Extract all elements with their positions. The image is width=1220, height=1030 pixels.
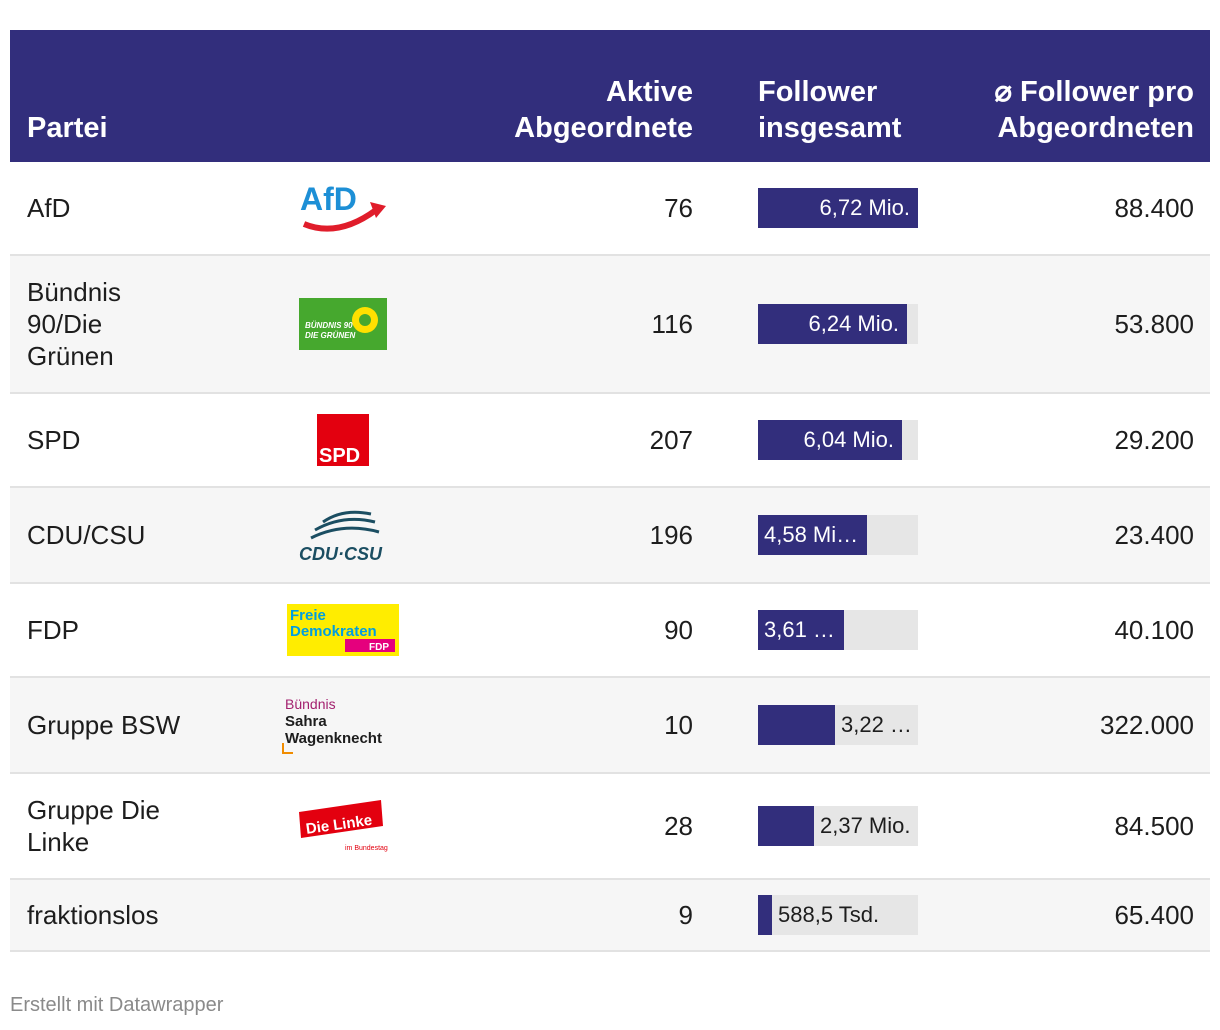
table-row: CDU/CSU CDU·CSU 196 4,58 Mi… 23.400 — [10, 488, 1210, 584]
party-name: fraktionslos — [27, 900, 159, 930]
followers-bar-track: 6,72 Mio. — [758, 188, 918, 228]
svg-text:SPD: SPD — [319, 445, 360, 466]
party-name: Gruppe Die Linke — [27, 795, 160, 857]
svg-text:im Bundestag: im Bundestag — [345, 845, 388, 852]
followers-bar-track: 6,04 Mio. — [758, 420, 918, 460]
linke-logo: Die Linke im Bundestag — [297, 798, 389, 859]
party-name: AfD — [27, 193, 71, 223]
svg-text:Bündnis: Bündnis — [285, 696, 336, 712]
svg-text:CDU·CSU: CDU·CSU — [299, 544, 383, 564]
party-name: Gruppe BSW — [27, 710, 181, 740]
active-members-value: 196 — [649, 520, 693, 550]
followers-bar — [758, 304, 907, 344]
avg-followers-value: 23.400 — [1114, 520, 1194, 550]
spd-logo: SPD — [317, 414, 369, 471]
followers-bar-track: 4,58 Mi… — [758, 515, 918, 555]
followers-bar — [758, 895, 772, 935]
afd-logo: AfD — [298, 180, 388, 241]
followers-bar-label: 588,5 Tsd. — [778, 902, 880, 927]
party-name: Bündnis 90/Die Grünen — [27, 277, 121, 371]
avg-followers-value: 40.100 — [1114, 615, 1194, 645]
followers-bar-label: 3,61 … — [764, 617, 835, 642]
followers-bar-label: 2,37 Mio. — [820, 813, 911, 838]
svg-text:Freie: Freie — [290, 607, 326, 624]
active-members-value: 76 — [664, 193, 693, 223]
followers-bar-label: 6,72 Mio. — [819, 195, 911, 220]
party-name: FDP — [27, 615, 79, 645]
svg-text:Wagenknecht: Wagenknecht — [285, 730, 382, 747]
avg-followers-value: 65.400 — [1114, 900, 1194, 930]
followers-bar-track: 2,37 Mio. — [758, 806, 918, 846]
followers-bar — [758, 420, 902, 460]
followers-bar-label: 6,04 Mio. — [803, 427, 895, 452]
active-members-value: 10 — [664, 710, 693, 740]
bsw-logo: Bündnis Sahra Wagenknecht — [281, 695, 405, 760]
gruene-logo: BÜNDNIS 90 DIE GRÜNEN — [299, 298, 387, 355]
avg-followers-value: 88.400 — [1114, 193, 1194, 223]
followers-bar-track: 3,61 … — [758, 610, 918, 650]
active-members-value: 207 — [649, 425, 693, 455]
table-row: Gruppe BSW Bündnis Sahra Wagenknecht 10 3… — [10, 678, 1210, 774]
active-members-value: 28 — [664, 811, 693, 841]
datawrapper-credit[interactable]: Erstellt mit Datawrapper — [10, 994, 224, 1016]
avg-followers-value: 53.800 — [1114, 309, 1194, 339]
table-header: Partei Aktive Abgeordnete Follower insge… — [10, 30, 1210, 162]
followers-bar — [758, 515, 867, 555]
header-total-followers: Follower insgesamt — [758, 76, 902, 144]
avg-followers-value: 84.500 — [1114, 811, 1194, 841]
followers-bar — [758, 188, 918, 228]
header-avg-followers: ⌀ Follower pro Abgeordneten — [994, 76, 1194, 144]
party-followers-table: Partei Aktive Abgeordnete Follower insge… — [10, 30, 1210, 952]
svg-text:Sahra: Sahra — [285, 713, 327, 730]
header-party: Partei — [27, 112, 108, 144]
followers-bar-track: 3,22 … — [758, 705, 918, 745]
table-body: AfD AfD 76 6,72 Mio. 88.400 Bündnis 90/Die Gr… — [10, 162, 1210, 952]
table-row: AfD AfD 76 6,72 Mio. 88.400 — [10, 162, 1210, 256]
followers-bar-label: 4,58 Mi… — [764, 522, 859, 547]
svg-text:BÜNDNIS 90: BÜNDNIS 90 — [305, 321, 353, 330]
followers-bar-label: 3,22 … — [841, 712, 912, 737]
followers-bar-label: 6,24 Mio. — [808, 311, 900, 336]
party-name: CDU/CSU — [27, 520, 146, 550]
svg-text:Demokraten: Demokraten — [290, 623, 377, 640]
followers-bar-track: 6,24 Mio. — [758, 304, 918, 344]
followers-bar — [758, 705, 835, 745]
party-name: SPD — [27, 425, 81, 455]
avg-followers-value: 322.000 — [1100, 710, 1194, 740]
avg-followers-value: 29.200 — [1114, 425, 1194, 455]
table-row: FDP Freie Demokraten FDP 90 3,61 … 40.100 — [10, 584, 1210, 678]
table-row: SPD SPD 207 6,04 Mio. 29.200 — [10, 394, 1210, 488]
followers-bar — [758, 806, 814, 846]
followers-bar — [758, 610, 844, 650]
cdu-csu-logo: CDU·CSU — [293, 506, 393, 569]
table-row: Gruppe Die Linke Die Linke im Bundestag 28… — [10, 774, 1210, 880]
fdp-logo: Freie Demokraten FDP — [287, 604, 399, 661]
table-row: Bündnis 90/Die Grünen BÜNDNIS 90 DIE GRÜNE… — [10, 256, 1210, 394]
followers-bar-track: 588,5 Tsd. — [758, 895, 918, 935]
active-members-value: 9 — [678, 900, 693, 930]
active-members-value: 90 — [664, 615, 693, 645]
table-row: fraktionslos 9 588,5 Tsd. 65.400 — [10, 880, 1210, 952]
svg-text:AfD: AfD — [300, 181, 357, 217]
active-members-value: 116 — [651, 309, 693, 339]
svg-text:FDP: FDP — [369, 642, 389, 653]
header-active-members: Aktive Abgeordnete — [514, 76, 693, 144]
svg-text:DIE GRÜNEN: DIE GRÜNEN — [305, 331, 355, 340]
